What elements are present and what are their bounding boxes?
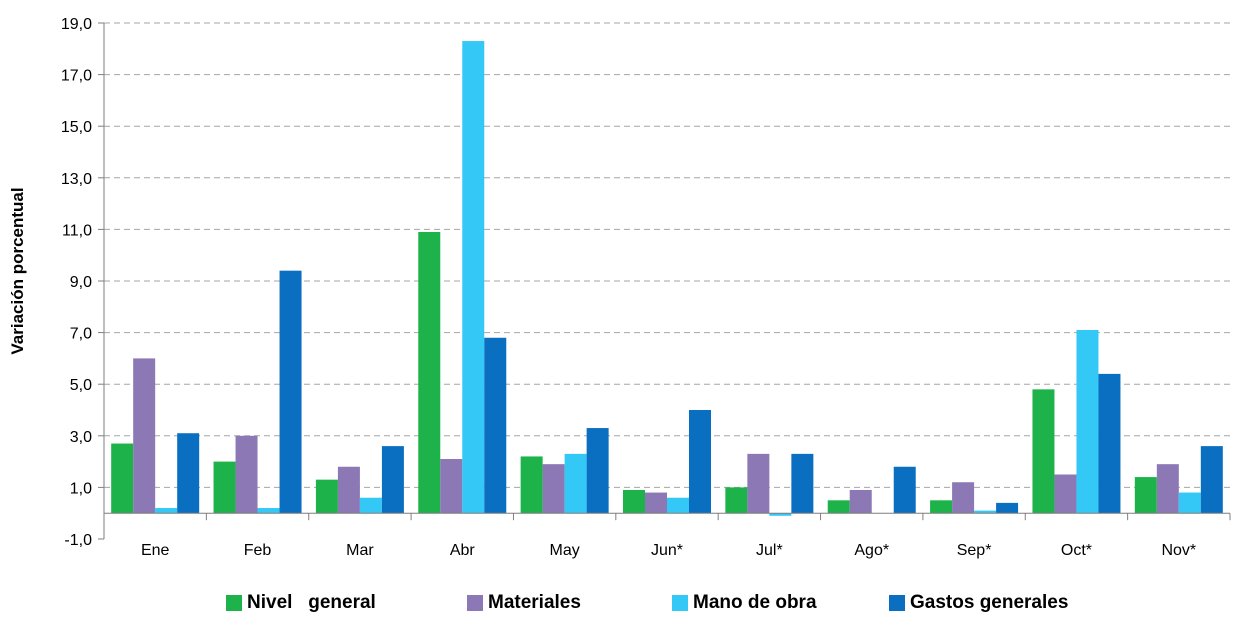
bar-nivel-general-may xyxy=(520,456,543,514)
y-tick-label: 17,0 xyxy=(61,68,92,85)
bar-mano-de-obra-oct xyxy=(1076,330,1099,514)
legend-item-nivel-general: Nivel general xyxy=(226,592,376,614)
legend-label-nivel-general: Nivel general xyxy=(247,592,376,613)
x-tick-label: Feb xyxy=(244,542,272,559)
y-tick-label: -1,0 xyxy=(64,532,92,549)
bar-chart: -1,01,03,05,07,09,011,013,015,017,019,0 … xyxy=(8,16,1231,559)
bar-materiales-nov xyxy=(1156,464,1179,514)
bar-materiales-ene xyxy=(133,358,156,514)
bar-nivel-general-ene xyxy=(111,443,134,514)
bar-mano-de-obra-mar xyxy=(359,497,382,514)
bar-nivel-general-oct xyxy=(1032,389,1055,514)
legend-label-gastos-generales: Gastos generales xyxy=(910,592,1069,613)
x-tick-label: Mar xyxy=(346,542,374,559)
bar-mano-de-obra-jun xyxy=(667,497,689,514)
bar-materiales-may xyxy=(542,464,565,514)
bar-materiales-abr xyxy=(440,459,463,514)
legend-swatch-nivel-general xyxy=(226,595,242,611)
bar-gastos-generales-nov xyxy=(1200,446,1223,514)
bar-nivel-general-jun xyxy=(623,489,645,514)
y-tick-label: 5,0 xyxy=(70,377,92,394)
legend-item-materiales: Materiales xyxy=(467,592,581,614)
bar-mano-de-obra-may xyxy=(564,453,587,514)
bar-gastos-generales-sep xyxy=(996,502,1019,514)
bar-nivel-general-ago xyxy=(827,500,850,514)
y-tick-label: 19,0 xyxy=(61,16,92,33)
x-tick-label: May xyxy=(550,542,580,559)
x-tick-label: Jun* xyxy=(651,542,683,559)
legend-item-mano-de-obra: Mano de obra xyxy=(672,592,817,614)
bar-gastos-generales-jul xyxy=(791,453,814,514)
gridlines xyxy=(104,22,1230,488)
bar-nivel-general-mar xyxy=(315,479,338,514)
bar-gastos-generales-oct xyxy=(1098,373,1121,514)
x-tick-label: Abr xyxy=(450,542,476,559)
bar-mano-de-obra-sep xyxy=(974,510,997,514)
legend-label-mano-de-obra: Mano de obra xyxy=(693,592,817,613)
legend-swatch-gastos-generales xyxy=(889,595,905,611)
x-tick-labels: Ene Feb Mar Abr May Jun* Jul* Ago* Sep* Oct* Nov* xyxy=(141,542,1196,559)
bar-nivel-general-nov xyxy=(1134,477,1157,514)
y-tick-label: 9,0 xyxy=(70,274,92,291)
bar-nivel-general-abr xyxy=(418,231,441,514)
bar-nivel-general-sep xyxy=(930,500,953,514)
bar-gastos-generales-ene xyxy=(177,433,200,514)
y-axis-label: Variación porcentual xyxy=(8,187,27,354)
bar-gastos-generales-ago xyxy=(893,466,916,514)
legend-swatch-mano-de-obra xyxy=(672,595,688,611)
bar-gastos-generales-mar xyxy=(381,446,404,514)
x-tick-label: Oct* xyxy=(1061,542,1092,559)
bar-gastos-generales-abr xyxy=(484,337,507,514)
y-tick-label: 3,0 xyxy=(70,429,92,446)
bar-materiales-mar xyxy=(337,466,360,514)
y-tick-labels: -1,0 1,0 3,0 5,0 7,0 9,0 11,0 13,0 15,0 17,0 19,0 xyxy=(61,16,92,549)
x-tick-label: Nov* xyxy=(1161,542,1196,559)
bar-nivel-general-feb xyxy=(213,461,236,514)
legend: Nivel general Materiales Mano de obra Ga… xyxy=(0,592,1241,620)
bar-gastos-generales-may xyxy=(586,428,609,514)
x-tick-label: Ago* xyxy=(854,542,889,559)
legend-item-gastos-generales: Gastos generales xyxy=(889,592,1068,614)
y-tick-label: 13,0 xyxy=(61,171,92,188)
bar-nivel-general-jul xyxy=(725,487,748,514)
bar-materiales-sep xyxy=(952,482,975,514)
bar-mano-de-obra-nov xyxy=(1178,492,1201,514)
y-tick-label: 15,0 xyxy=(61,119,92,136)
bar-materiales-jul xyxy=(747,453,770,514)
bar-materiales-ago xyxy=(849,489,872,514)
bar-mano-de-obra-feb xyxy=(257,508,280,514)
bar-materiales-oct xyxy=(1054,474,1077,514)
bar-mano-de-obra-jul xyxy=(769,513,792,516)
bar-materiales-jun xyxy=(645,492,667,514)
x-tick-label: Sep* xyxy=(957,542,992,559)
y-tick-label: 11,0 xyxy=(62,222,92,239)
x-tick-label: Ene xyxy=(141,542,170,559)
bars xyxy=(111,41,1223,516)
axes xyxy=(98,22,1231,540)
bar-mano-de-obra-abr xyxy=(462,41,485,514)
y-tick-label: 1,0 xyxy=(70,480,92,497)
bar-mano-de-obra-ene xyxy=(155,508,178,514)
legend-swatch-materiales xyxy=(467,595,483,611)
y-tick-label: 7,0 xyxy=(70,326,92,343)
legend-label-materiales: Materiales xyxy=(488,592,581,613)
bar-gastos-generales-jun xyxy=(689,410,711,514)
x-tick-label: Jul* xyxy=(756,542,783,559)
bar-materiales-feb xyxy=(235,435,258,514)
bar-gastos-generales-feb xyxy=(279,270,302,514)
